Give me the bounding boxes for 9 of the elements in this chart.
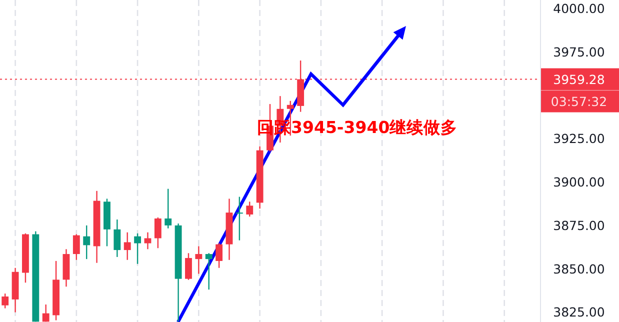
y-tick-label: 3900.00: [553, 174, 605, 190]
y-tick-label: 3925.00: [553, 131, 605, 146]
y-tick-label: 4000.00: [553, 1, 605, 16]
ref-line-label: 3959.28: [553, 72, 605, 87]
y-tick-label: 3875.00: [553, 218, 605, 233]
y-tick-label: 3825.00: [553, 304, 605, 320]
y-tick-label: 3850.00: [553, 261, 605, 276]
text: 03:57:32: [550, 94, 608, 109]
y-tick-label: 3975.00: [553, 44, 605, 60]
